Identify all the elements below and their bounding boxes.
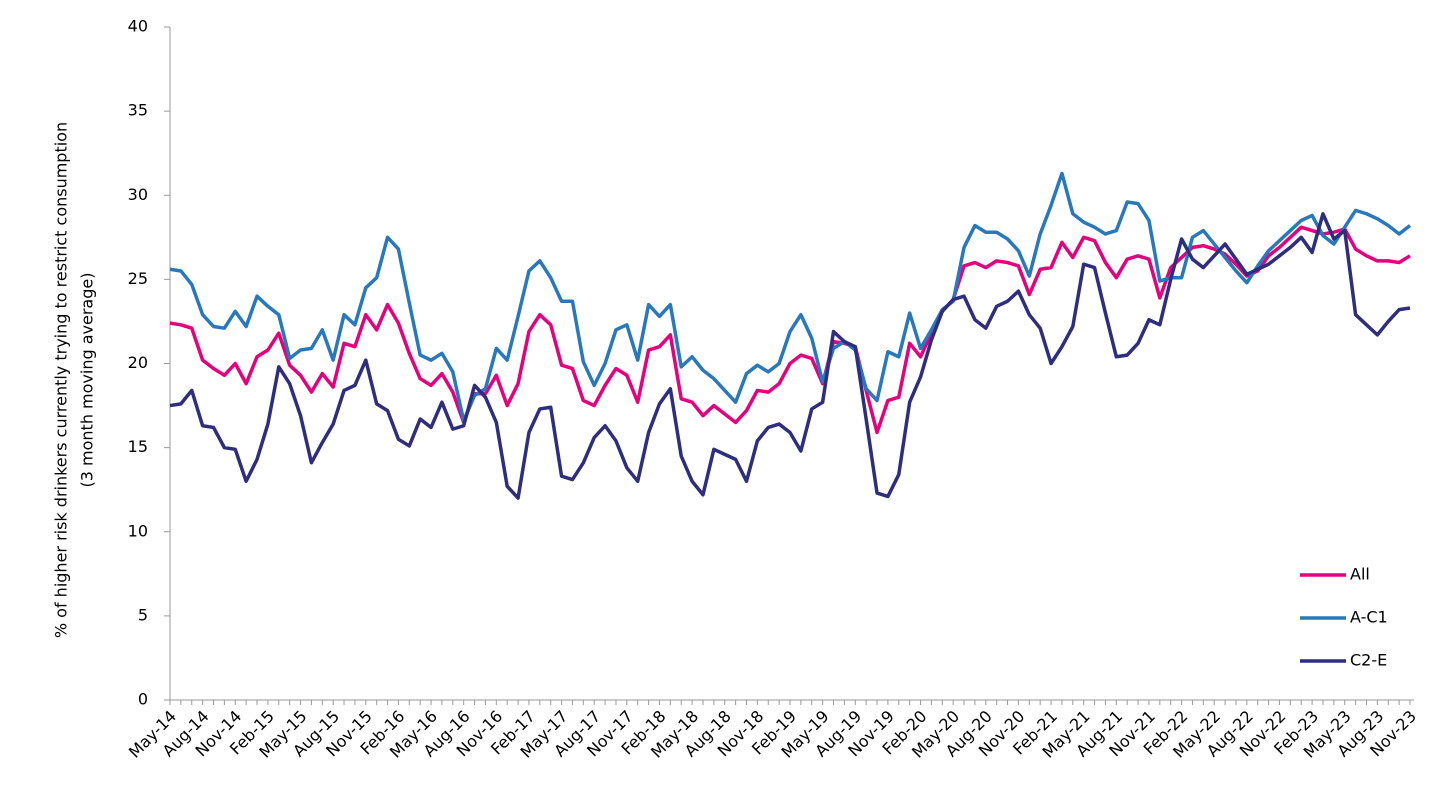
- y-tick-label: 25: [128, 269, 148, 288]
- legend-label: All: [1350, 565, 1370, 584]
- legend-label: C2-E: [1350, 651, 1387, 670]
- y-tick-label: 5: [138, 605, 148, 624]
- y-tick-label: 30: [128, 185, 148, 204]
- y-tick-label: 40: [128, 17, 148, 36]
- series-line: [169, 212, 1411, 500]
- series-line: [169, 225, 1411, 435]
- legend-label: A-C1: [1350, 608, 1388, 627]
- y-label-line: (3 month moving average): [78, 273, 97, 488]
- y-tick-label: 15: [128, 437, 148, 456]
- y-label-line: % of higher risk drinkers currently tryi…: [52, 122, 71, 638]
- y-tick-label: 10: [128, 521, 148, 540]
- y-tick-label: 35: [128, 101, 148, 120]
- y-tick-label: 0: [138, 690, 148, 709]
- series-line: [169, 171, 1412, 423]
- y-axis-title: % of higher risk drinkers currently tryi…: [52, 122, 97, 638]
- y-tick-label: 20: [128, 353, 148, 372]
